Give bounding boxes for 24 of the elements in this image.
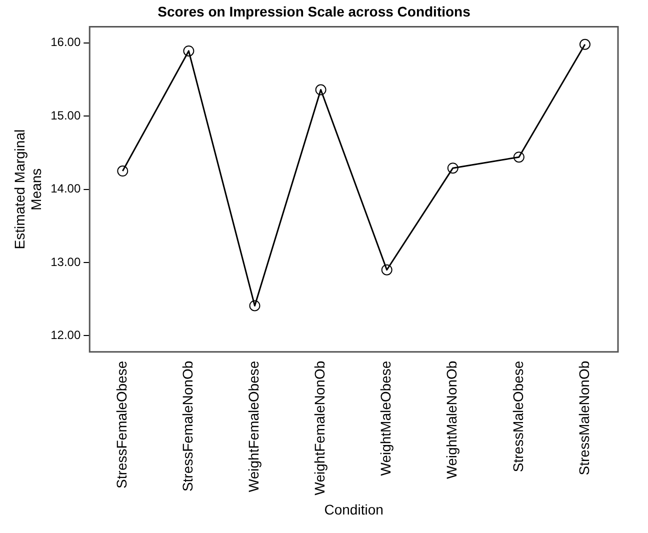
point [579,38,590,50]
point [117,166,128,177]
point [315,84,326,96]
y-tick-label: 15.00 [50,108,81,122]
x-tick-label: StressFemaleObese [114,360,130,488]
x-tick-label: WeightFemaleNonOb [312,360,328,496]
point [183,45,194,56]
x-tick-label: StressMaleObese [510,360,526,472]
chart-title: Scores on Impression Scale across Conditions [158,3,471,20]
point [513,152,524,163]
y-tick-label: 14.00 [50,182,81,196]
x-tick-label: WeightMaleObese [378,360,394,476]
point [447,162,458,174]
point [381,264,392,276]
x-tick-label: StressFemaleNonOb [180,360,196,492]
x-tick-label: WeightFemaleObese [246,360,262,492]
x-tick-label: StressMaleNonOb [576,360,592,476]
point [249,300,260,312]
y-tick-label: 12.00 [50,328,81,342]
y-tick-label: 13.00 [50,254,81,269]
y-axis-title: Estimated Marginal Means [11,129,44,250]
y-tick-label: 16.00 [50,35,81,50]
x-tick-label: WeightMaleNonOb [444,360,460,479]
x-axis-title: Condition [324,501,384,518]
